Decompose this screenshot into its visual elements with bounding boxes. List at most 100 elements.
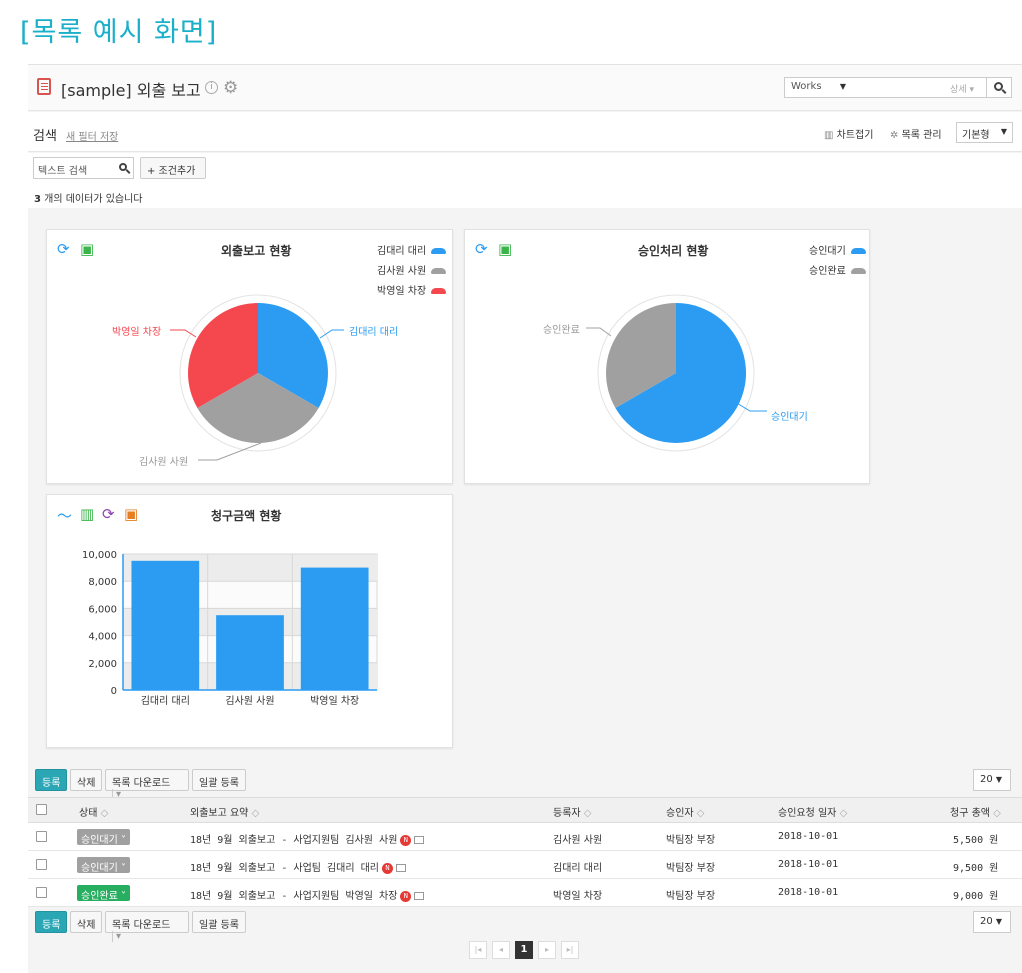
page-size-select[interactable]: 20 ▼ <box>973 769 1011 791</box>
chart-title: 승인처리 현황 <box>638 244 709 258</box>
add-condition-button[interactable]: + 조건추가 <box>140 157 206 179</box>
pie-label: 김대리 대리 <box>349 327 399 338</box>
refresh-icon[interactable]: ⟳ <box>102 505 115 523</box>
result-count: 3 개의 데이터가 있습니다 <box>34 194 143 205</box>
row-checkbox[interactable] <box>36 859 47 870</box>
status-badge[interactable]: 승인완료 ˅ <box>77 885 130 902</box>
line-chart-icon[interactable]: 〜 <box>57 507 73 525</box>
request-date: 2018-10-01 <box>778 887 839 898</box>
pie-slice[interactable] <box>606 303 676 408</box>
register-button[interactable]: 등록 <box>35 911 68 933</box>
filter-area: 텍스트 검색 + 조건추가 3 개의 데이터가 있습니다 <box>28 153 1022 208</box>
works-select[interactable]: Works ▼ <box>784 77 852 98</box>
column-header[interactable]: 상태 ◇ <box>79 808 109 819</box>
save-icon[interactable]: ▣ <box>80 240 95 258</box>
legend-item[interactable]: 김사원 사원 <box>377 262 447 277</box>
approver: 박팀장 부장 <box>666 835 716 846</box>
select-all-checkbox[interactable] <box>36 804 47 815</box>
amount: 9,500 원 <box>953 863 999 874</box>
registrant: 박영일 차장 <box>553 891 603 902</box>
search-detail-toggle[interactable]: 상세 ▾ <box>950 85 974 95</box>
register-button[interactable]: 등록 <box>35 769 68 791</box>
document-icon <box>37 78 51 95</box>
row-checkbox[interactable] <box>36 831 47 842</box>
top-bar: [sample] 외출 보고 i ⚙ Works ▼ 상세 ▾ <box>28 65 1022 111</box>
summary-link[interactable]: 18년 9월 외출보고 - 사업지원팀 김사원 사원 N <box>190 831 425 846</box>
status-badge[interactable]: 승인대기 ˅ <box>77 829 130 846</box>
delete-button[interactable]: 삭제 <box>70 911 103 933</box>
new-badge-icon: N <box>382 862 394 874</box>
chart-collapse-button[interactable]: ▥ 차트접기 <box>824 130 874 141</box>
bulk-register-button[interactable]: 일괄 등록 <box>192 769 246 791</box>
pie-slice[interactable] <box>258 303 328 408</box>
column-header[interactable]: 청구 총액 ◇ <box>950 808 1001 819</box>
summary-link[interactable]: 18년 9월 외출보고 - 사업팀 김대리 대리 N <box>190 859 407 874</box>
pie-slice[interactable] <box>188 303 258 408</box>
bar[interactable] <box>300 567 369 690</box>
summary-link[interactable]: 18년 9월 외출보고 - 사업지원팀 박영일 차장 N <box>190 887 425 902</box>
x-tick-label: 김사원 사원 <box>225 695 274 707</box>
registrant: 김대리 대리 <box>553 863 603 874</box>
top-search-input[interactable]: 상세 ▾ <box>851 77 987 98</box>
legend-item[interactable]: 승인완료 <box>809 262 866 277</box>
y-tick-label: 0 <box>111 686 117 697</box>
amount: 5,500 원 <box>953 835 999 846</box>
text-search-input[interactable]: 텍스트 검색 <box>33 157 134 179</box>
table-row[interactable]: 승인대기 ˅ 18년 9월 외출보고 - 사업팀 김대리 대리 N 김대리 대리 … <box>28 851 1022 879</box>
pie-label: 박영일 차장 <box>112 327 162 338</box>
save-icon[interactable]: ▣ <box>124 505 139 523</box>
column-header[interactable]: 등록자 ◇ <box>553 808 592 819</box>
column-header[interactable]: 승인요청 일자 ◇ <box>778 808 848 819</box>
page-size-select[interactable]: 20 ▼ <box>973 911 1011 933</box>
next-page-button[interactable]: ▸ <box>538 941 556 959</box>
request-date: 2018-10-01 <box>778 831 839 842</box>
y-tick-label: 4,000 <box>88 632 117 643</box>
popup-window-icon[interactable] <box>414 892 425 900</box>
download-button[interactable]: 목록 다운로드 ▾ <box>105 769 189 800</box>
pie-chart-outing <box>170 294 344 461</box>
refresh-icon[interactable]: ⟳ <box>475 240 488 258</box>
chevron-down-icon: ▼ <box>995 775 1003 784</box>
search-title: 검색 <box>33 129 57 144</box>
save-icon[interactable]: ▣ <box>498 240 513 258</box>
row-checkbox[interactable] <box>36 887 47 898</box>
delete-button[interactable]: 삭제 <box>70 769 103 791</box>
popup-window-icon[interactable] <box>414 836 425 844</box>
column-header[interactable]: 외출보고 요약 ◇ <box>190 808 260 819</box>
chevron-down-icon: ▼ <box>995 917 1003 926</box>
bar[interactable] <box>131 560 200 690</box>
column-header[interactable]: 승인자 ◇ <box>666 808 705 819</box>
info-icon[interactable]: i <box>205 81 218 94</box>
save-filter-link[interactable]: 새 필터 저장 <box>66 132 119 143</box>
x-tick-label: 박영일 차장 <box>310 695 359 707</box>
legend-item[interactable]: 승인대기 <box>809 242 866 257</box>
page-number[interactable]: 1 <box>515 941 533 959</box>
bar-chart-icon[interactable]: ▥ <box>80 505 95 523</box>
search-header: 검색 새 필터 저장 ▥ 차트접기 ✲ 목록 관리 기본형 ▼ <box>28 112 1022 152</box>
chart-title: 청구금액 현황 <box>211 509 282 523</box>
table-row[interactable]: 승인완료 ˅ 18년 9월 외출보고 - 사업지원팀 박영일 차장 N 박영일 차… <box>28 879 1022 907</box>
first-page-button[interactable]: |◂ <box>469 941 487 959</box>
download-button[interactable]: 목록 다운로드 ▾ <box>105 911 189 942</box>
bar[interactable] <box>216 615 284 690</box>
bulk-register-button[interactable]: 일괄 등록 <box>192 911 246 933</box>
approver: 박팀장 부장 <box>666 891 716 902</box>
gear-icon[interactable]: ⚙ <box>223 78 239 98</box>
top-search-button[interactable] <box>986 77 1012 98</box>
pie-slice[interactable] <box>615 303 747 443</box>
list-manage-button[interactable]: ✲ 목록 관리 <box>890 130 942 141</box>
status-badge[interactable]: 승인대기 ˅ <box>77 857 130 874</box>
last-page-button[interactable]: ▸| <box>561 941 579 959</box>
pie-slice[interactable] <box>197 373 319 443</box>
legend-item[interactable]: 박영일 차장 <box>377 282 447 297</box>
chevron-down-icon: ▾ <box>112 931 122 942</box>
prev-page-button[interactable]: ◂ <box>492 941 510 959</box>
view-mode-select[interactable]: 기본형 ▼ <box>956 122 1013 143</box>
table-row[interactable]: 승인대기 ˅ 18년 9월 외출보고 - 사업지원팀 김사원 사원 N 김사원 사… <box>28 823 1022 851</box>
popup-window-icon[interactable] <box>396 864 407 872</box>
refresh-icon[interactable]: ⟳ <box>57 240 70 258</box>
gear-small-icon: ✲ <box>890 130 899 141</box>
chart-panel-approval: ⟳ ▣ 승인처리 현황 승인대기 승인완료 승인완료 승인대기 <box>464 229 870 484</box>
legend-item[interactable]: 김대리 대리 <box>377 242 447 257</box>
request-date: 2018-10-01 <box>778 859 839 870</box>
